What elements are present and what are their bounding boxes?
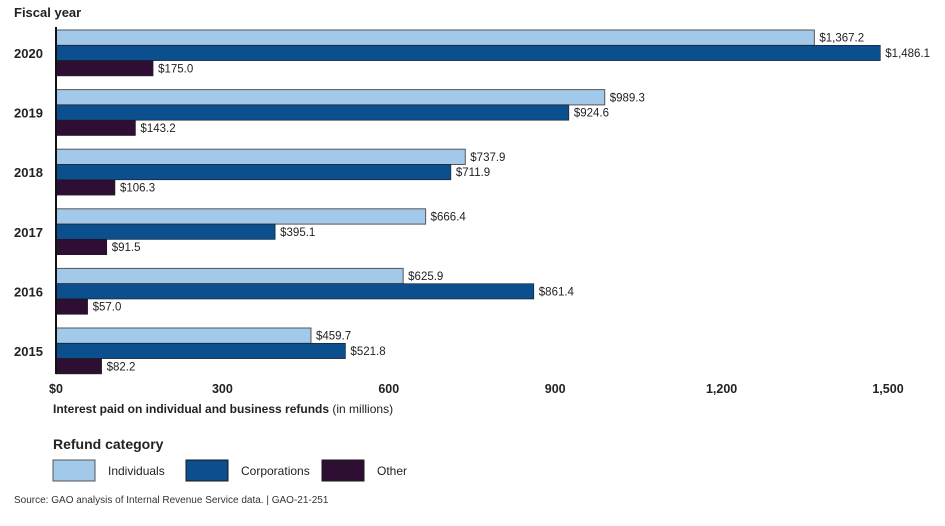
data-label: $924.6 — [574, 108, 609, 120]
data-label: $737.9 — [470, 152, 505, 164]
data-label: $711.9 — [456, 167, 490, 179]
category-label: 2020 — [14, 46, 43, 61]
bar-other-2018 — [55, 179, 116, 196]
bar-other-2015 — [55, 358, 102, 375]
bar-other-2017 — [55, 239, 108, 255]
category-label: 2016 — [14, 284, 43, 299]
data-label: $1,367.2 — [819, 33, 864, 45]
x-axis-title: Interest paid on individual and business… — [53, 402, 393, 416]
bar-other-2020 — [55, 60, 154, 77]
data-label: $175.0 — [158, 63, 193, 75]
legend-title: Refund category — [53, 436, 164, 452]
x-tick-label: $0 — [49, 382, 63, 396]
bar-corporations-2020 — [55, 44, 881, 61]
data-label: $666.4 — [431, 211, 467, 223]
category-label: 2017 — [14, 225, 43, 240]
bar-individuals-2018 — [55, 148, 466, 165]
y-axis-title: Fiscal year — [14, 5, 81, 20]
data-label: $625.9 — [408, 271, 443, 283]
category-label: 2019 — [14, 106, 43, 121]
category-label: 2015 — [14, 344, 43, 359]
data-label: $459.7 — [316, 331, 351, 343]
data-label: $861.4 — [539, 286, 575, 298]
data-label: $989.3 — [610, 92, 645, 104]
bar-individuals-2015 — [55, 327, 312, 344]
source-note: Source: GAO analysis of Internal Revenue… — [14, 495, 329, 506]
data-label: $395.1 — [280, 227, 315, 239]
legend-swatch-individuals — [52, 459, 96, 482]
bar-other-2019 — [55, 119, 136, 136]
legend-label: Individuals — [108, 464, 165, 478]
x-tick-label: 600 — [378, 382, 399, 396]
bar-individuals-2019 — [55, 89, 606, 106]
bar-corporations-2015 — [55, 342, 346, 359]
legend-label: Corporations — [241, 464, 310, 478]
data-label: $82.2 — [107, 361, 136, 373]
x-tick-label: 1,500 — [872, 382, 903, 396]
bar-individuals-2016 — [55, 267, 404, 285]
data-label: $1,486.1 — [885, 48, 930, 60]
bar-corporations-2019 — [55, 104, 570, 121]
bar-corporations-2018 — [55, 164, 452, 181]
legend: Individuals Corporations Other — [52, 459, 407, 482]
x-tick-label: 300 — [212, 382, 233, 396]
category-label: 2018 — [14, 165, 43, 180]
data-label: $143.2 — [140, 123, 175, 135]
x-tick-label: 1,200 — [706, 382, 737, 396]
bar-individuals-2020 — [55, 29, 815, 46]
bar-other-2016 — [55, 298, 88, 315]
bar-individuals-2017 — [55, 208, 427, 225]
data-label: $57.0 — [93, 302, 122, 314]
data-label: $91.5 — [112, 242, 141, 254]
bar-corporations-2017 — [55, 223, 276, 240]
data-label: $106.3 — [120, 182, 155, 194]
bar-corporations-2016 — [55, 283, 535, 300]
data-label: $521.8 — [350, 346, 385, 358]
legend-swatch-other — [321, 459, 365, 482]
legend-swatch-corporations — [185, 459, 229, 482]
x-tick-label: 900 — [545, 382, 566, 396]
legend-label: Other — [377, 464, 407, 478]
